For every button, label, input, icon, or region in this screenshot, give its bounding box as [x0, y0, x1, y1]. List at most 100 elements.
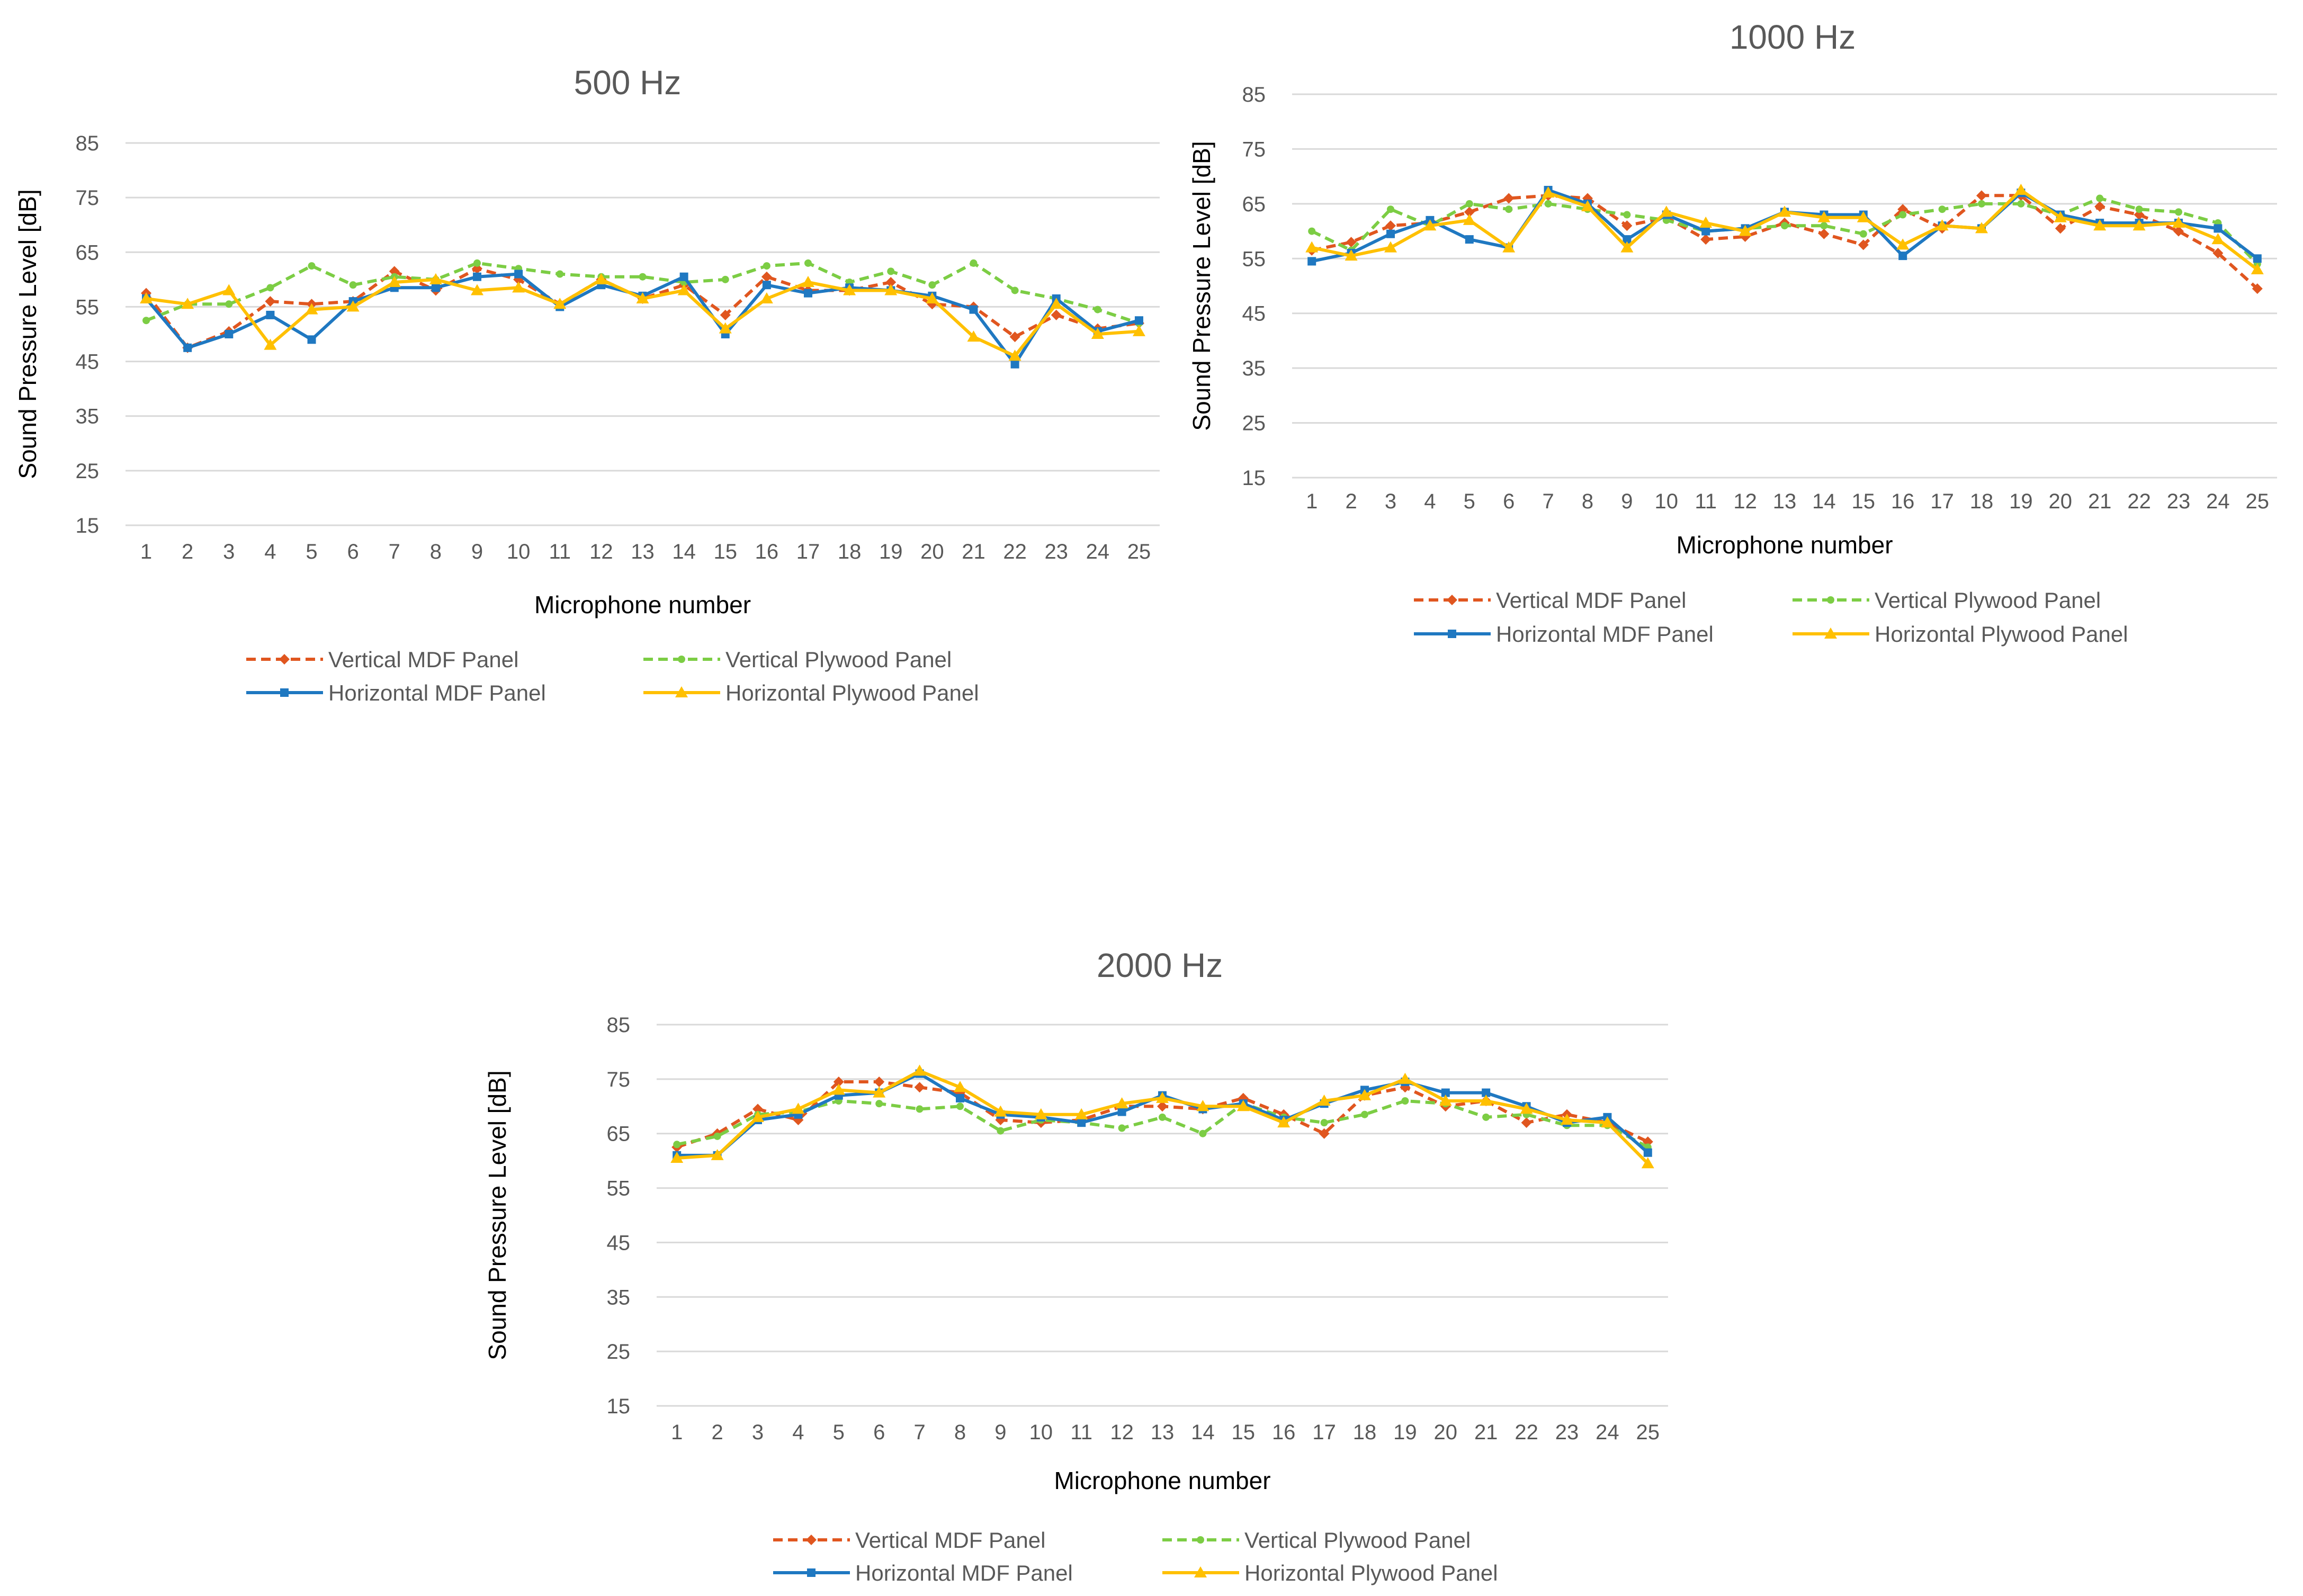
data-point	[1623, 235, 1632, 244]
data-point	[1157, 1101, 1168, 1112]
data-point	[1134, 316, 1143, 325]
data-point	[673, 1141, 681, 1149]
data-point	[1521, 1117, 1532, 1128]
data-point	[1820, 222, 1828, 230]
y-tick-label: 25	[76, 460, 100, 483]
data-point	[2251, 263, 2264, 274]
data-point	[556, 270, 564, 278]
data-point	[1700, 234, 1711, 245]
data-point	[832, 1083, 845, 1095]
data-point	[1701, 227, 1710, 236]
data-point	[1400, 1082, 1411, 1093]
x-axis-title: Microphone number	[534, 591, 751, 618]
x-tick-label: 15	[1232, 1421, 1256, 1444]
data-point	[553, 298, 567, 309]
data-point	[1858, 239, 1869, 250]
x-tick-label: 25	[1636, 1421, 1660, 1444]
data-point	[1739, 225, 1752, 236]
data-point	[2252, 283, 2263, 294]
data-point	[2014, 184, 2028, 195]
data-point	[1621, 220, 1633, 231]
data-point	[2211, 233, 2225, 245]
data-point	[639, 273, 647, 281]
data-point	[721, 275, 729, 283]
data-point	[1236, 1100, 1250, 1111]
legend-item: Horizontal MDF Panel	[773, 1561, 1073, 1585]
x-tick-label: 3	[223, 540, 235, 563]
x-tick-label: 2	[182, 540, 193, 563]
x-tick-label: 21	[962, 540, 985, 563]
data-point	[142, 317, 150, 325]
data-point	[307, 335, 316, 344]
y-tick-label: 65	[607, 1123, 631, 1146]
legend-marker	[1447, 595, 1457, 605]
x-tick-label: 22	[2127, 490, 2151, 513]
x-tick-label: 24	[2206, 490, 2230, 513]
x-tick-label: 10	[1029, 1421, 1053, 1444]
data-point	[636, 292, 649, 303]
x-tick-label: 10	[507, 540, 531, 563]
data-point	[926, 292, 939, 303]
data-point	[994, 1105, 1007, 1117]
data-point	[1781, 222, 1788, 230]
data-point	[2173, 226, 2184, 237]
legend-label: Horizontal Plywood Panel	[725, 680, 979, 705]
data-point	[1976, 190, 1987, 201]
data-point	[1978, 200, 1985, 208]
data-point	[349, 281, 357, 289]
data-point	[843, 284, 856, 295]
data-point	[2135, 205, 2143, 213]
x-tick-label: 24	[1596, 1421, 1619, 1444]
data-point	[763, 262, 770, 270]
legend-marker	[1827, 596, 1834, 604]
y-tick-label: 15	[607, 1395, 631, 1418]
legend-label: Vertical MDF Panel	[1496, 588, 1686, 613]
data-point	[389, 266, 400, 277]
data-point	[346, 300, 360, 312]
x-tick-label: 14	[1191, 1421, 1215, 1444]
x-tick-label: 20	[920, 540, 944, 563]
data-point	[1358, 1089, 1371, 1100]
y-tick-label: 55	[76, 295, 100, 319]
data-point	[2134, 209, 2145, 220]
data-point	[1117, 1107, 1126, 1116]
x-tick-label: 2	[1345, 490, 1357, 513]
x-tick-label: 11	[549, 540, 571, 563]
chart-title: 1000 Hz	[1730, 18, 1856, 56]
data-point	[1308, 227, 1316, 235]
data-point	[1075, 1108, 1088, 1119]
x-axis-title: Microphone number	[1054, 1467, 1270, 1494]
legend-label: Horizontal Plywood Panel	[1875, 622, 2128, 647]
data-point	[1346, 237, 1357, 248]
x-tick-label: 4	[264, 540, 276, 563]
data-point	[222, 284, 236, 295]
x-tick-label: 15	[713, 540, 737, 563]
data-point	[2253, 254, 2262, 263]
data-point	[670, 1152, 684, 1163]
y-axis-title: Sound Pressure Level [dB]	[483, 1070, 511, 1360]
x-tick-label: 9	[1621, 490, 1633, 513]
data-point	[713, 1132, 721, 1140]
x-tick-label: 18	[838, 540, 862, 563]
data-point	[913, 1064, 926, 1076]
x-tick-label: 4	[1424, 490, 1436, 513]
data-point	[1465, 235, 1474, 244]
y-axis-title: Sound Pressure Level [dB]	[1188, 141, 1215, 431]
y-tick-label: 35	[607, 1286, 631, 1309]
data-point	[1857, 211, 1870, 222]
data-point	[305, 303, 318, 315]
x-tick-label: 5	[1464, 490, 1475, 513]
x-tick-label: 8	[430, 540, 442, 563]
data-point	[2132, 219, 2146, 231]
chart-title: 2000 Hz	[1097, 946, 1223, 984]
data-point	[1818, 228, 1830, 239]
x-tick-label: 8	[1582, 490, 1593, 513]
data-point	[928, 281, 936, 289]
data-point	[801, 276, 814, 288]
data-point	[2214, 224, 2223, 233]
y-tick-label: 55	[1242, 247, 1266, 271]
x-tick-label: 16	[1272, 1421, 1296, 1444]
legend-item: Vertical MDF Panel	[246, 647, 518, 672]
data-point	[1401, 1097, 1409, 1105]
